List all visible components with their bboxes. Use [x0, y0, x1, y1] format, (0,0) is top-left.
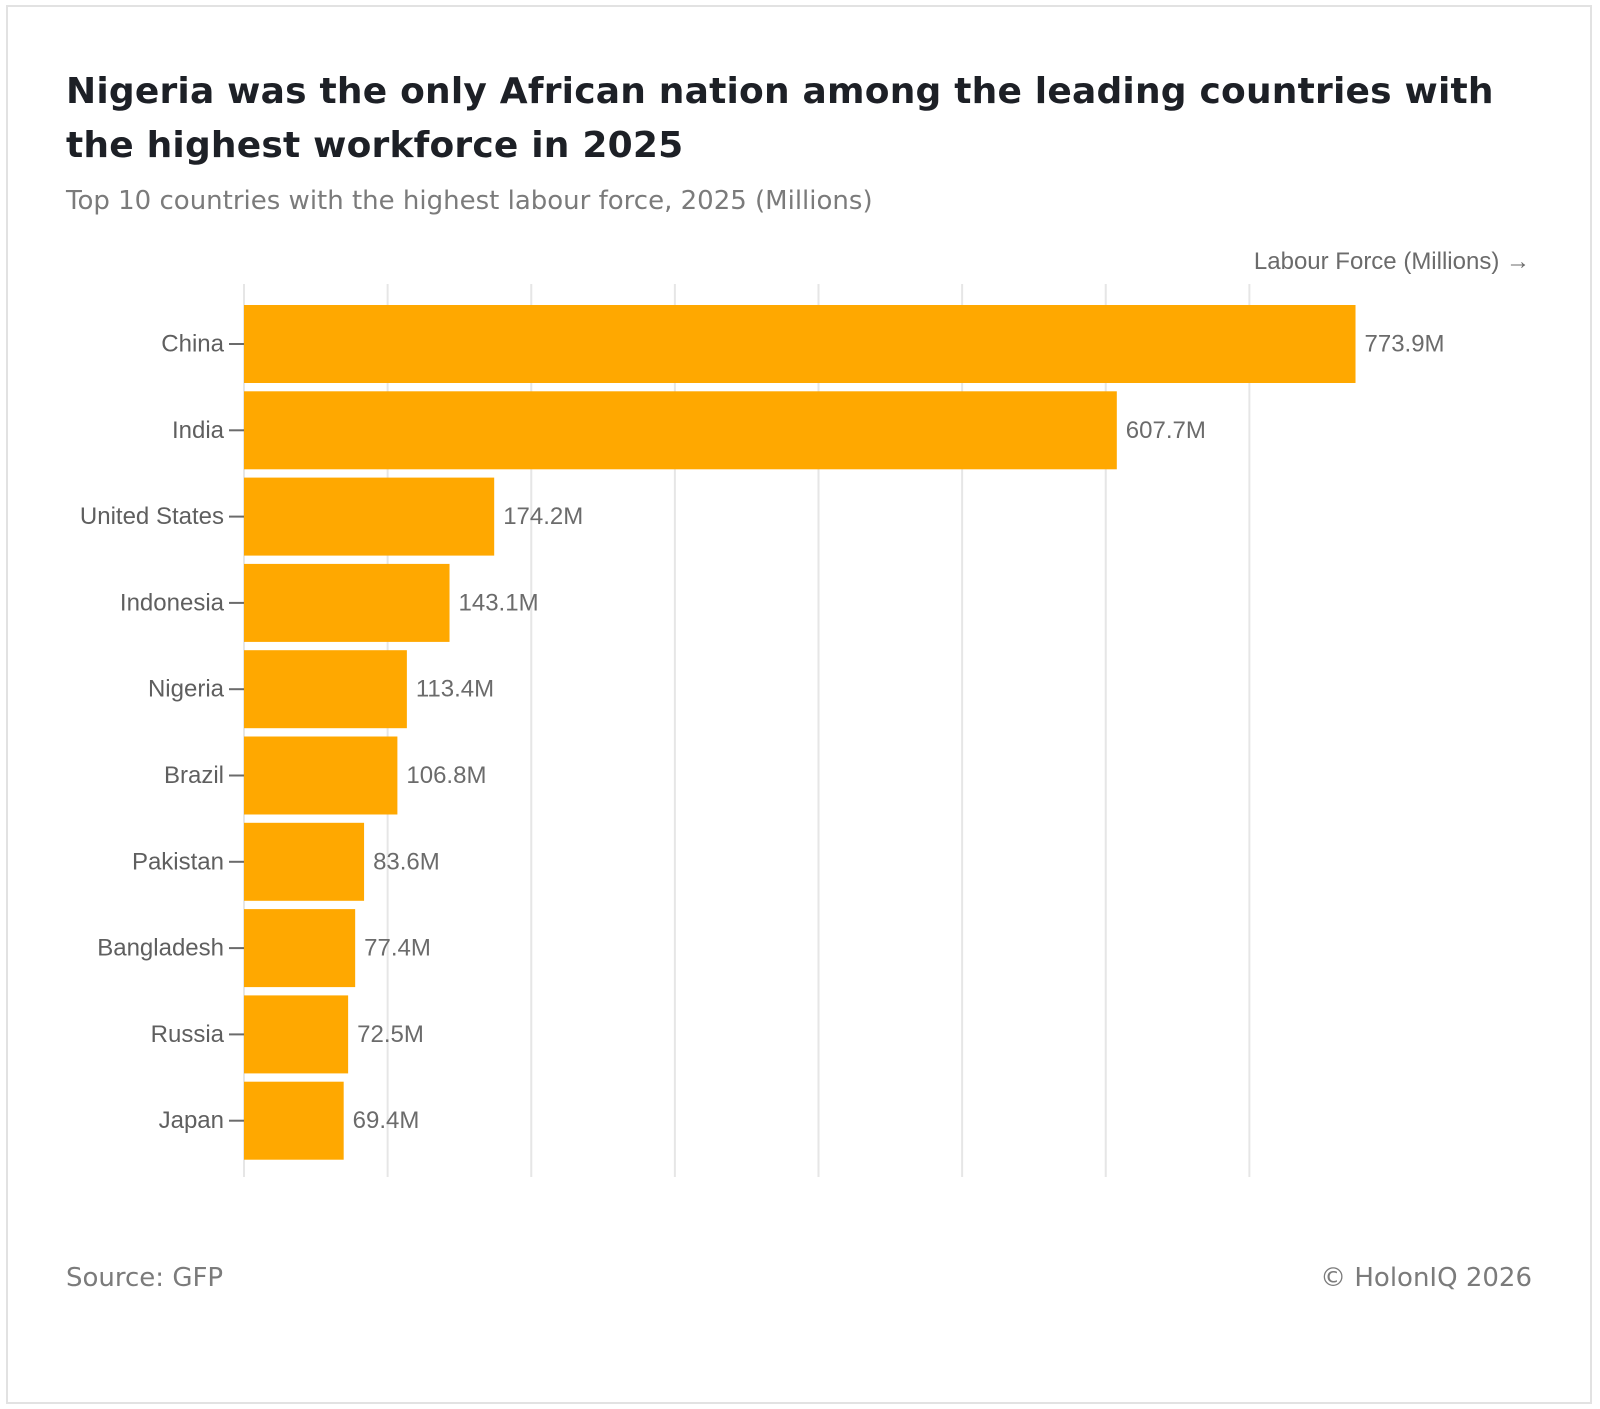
y-tick-label: Nigeria [148, 676, 225, 703]
bar [244, 391, 1117, 470]
data-label: 83.6M [373, 848, 440, 875]
source-note: Source: GFP [66, 1263, 224, 1293]
chart-card: Nigeria was the only African nation amon… [6, 5, 1592, 1404]
y-tick-label: Russia [151, 1021, 225, 1048]
chart-subtitle: Top 10 countries with the highest labour… [66, 186, 873, 216]
data-label: 773.9M [1365, 331, 1445, 358]
data-label: 607.7M [1126, 417, 1206, 444]
bar-chart: China 773.9M India 607.7M United States 174.2… [80, 284, 1445, 1177]
data-label: 69.4M [353, 1107, 420, 1134]
bar [244, 1081, 344, 1160]
bar [244, 909, 356, 988]
y-tick-label: Japan [159, 1107, 224, 1134]
bar [244, 477, 495, 556]
y-tick-label: Pakistan [132, 848, 224, 875]
bar [244, 563, 450, 642]
y-tick-label: India [172, 417, 225, 444]
bar [244, 305, 1356, 383]
data-label: 113.4M [416, 676, 494, 703]
copyright-note: © HolonIQ 2026 [1320, 1263, 1532, 1293]
bar [244, 995, 349, 1074]
data-label: 77.4M [364, 935, 431, 962]
y-tick-label: Brazil [164, 762, 224, 789]
bar [244, 736, 398, 815]
data-label: 106.8M [406, 762, 486, 789]
y-tick-label: China [161, 331, 224, 358]
data-label: 72.5M [357, 1021, 424, 1048]
data-label: 174.2M [503, 503, 583, 530]
bar [244, 650, 407, 729]
y-tick-label: Indonesia [120, 589, 225, 616]
bar [244, 822, 365, 901]
x-axis-title: Labour Force (Millions) → [1253, 248, 1530, 275]
y-tick-label: Bangladesh [97, 935, 224, 962]
y-tick-label: United States [80, 503, 224, 530]
chart-title: Nigeria was the only African nation amon… [66, 71, 1494, 166]
data-label: 143.1M [459, 589, 539, 616]
